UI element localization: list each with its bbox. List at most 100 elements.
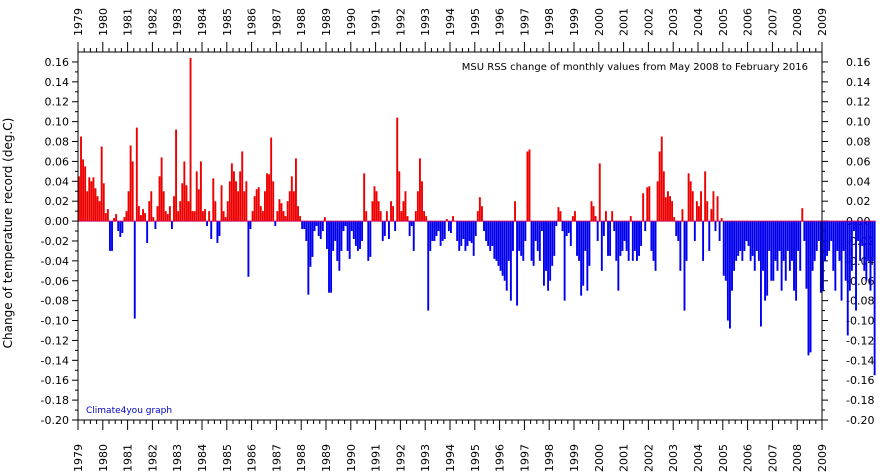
bar xyxy=(315,221,318,227)
bar xyxy=(127,191,130,222)
y-axis-label: Change of temperature record (deg.C) xyxy=(1,118,15,349)
y-tick-label-left: 0.02 xyxy=(45,195,70,208)
bar xyxy=(855,221,857,311)
bar xyxy=(158,176,161,222)
bar xyxy=(764,221,767,301)
y-tick-label-right: -0.04 xyxy=(846,255,874,268)
bar xyxy=(712,191,715,222)
bar xyxy=(689,181,692,222)
bar xyxy=(152,217,155,222)
bar xyxy=(861,221,864,246)
bar xyxy=(716,196,719,222)
x-tick-label-top: 2001 xyxy=(618,8,631,36)
bar xyxy=(514,201,516,222)
bar xyxy=(807,221,810,356)
bar xyxy=(491,221,494,246)
bar xyxy=(144,213,147,222)
bar xyxy=(462,221,465,239)
bar xyxy=(743,221,746,251)
bar xyxy=(706,201,709,222)
chart-title: MSU RSS change of monthly values from Ma… xyxy=(462,62,808,73)
y-tick-label-left: 0.04 xyxy=(45,175,70,188)
x-tick-label-bottom: 1979 xyxy=(72,444,85,472)
bar xyxy=(216,221,219,243)
bar xyxy=(416,191,419,222)
bar xyxy=(189,57,192,222)
plot-frame xyxy=(77,51,823,421)
bar xyxy=(850,221,853,271)
bar xyxy=(623,221,626,241)
y-tick-label-right: 0.04 xyxy=(846,175,871,188)
bar xyxy=(390,201,392,222)
bar xyxy=(836,221,839,251)
bar xyxy=(369,221,372,257)
bar xyxy=(617,221,620,291)
bar xyxy=(605,211,607,222)
x-tick-label-top: 1986 xyxy=(246,8,259,36)
x-tick-label-top: 1981 xyxy=(122,8,135,36)
bar xyxy=(299,216,302,222)
x-tick-label-bottom: 2001 xyxy=(618,444,631,472)
bar xyxy=(650,221,653,251)
bar xyxy=(652,221,655,261)
bar xyxy=(543,221,545,286)
bottom-year-ticks xyxy=(77,420,823,430)
bar xyxy=(117,221,120,232)
bar xyxy=(819,221,822,293)
bar xyxy=(842,221,845,251)
x-tick-label-bottom: 1993 xyxy=(419,444,432,472)
bar xyxy=(859,221,862,261)
bar xyxy=(497,221,500,266)
y-tick-label-left: 0.10 xyxy=(45,116,70,129)
bar xyxy=(421,181,423,222)
bar xyxy=(660,136,663,222)
bar xyxy=(834,221,837,291)
bar xyxy=(443,221,446,239)
bar xyxy=(503,221,506,281)
bar xyxy=(745,221,748,241)
bar xyxy=(795,221,798,301)
bar xyxy=(518,221,521,251)
bar xyxy=(168,206,171,222)
bar xyxy=(280,203,283,222)
bar xyxy=(512,221,514,251)
bar xyxy=(218,221,221,236)
bar xyxy=(468,221,471,241)
bar xyxy=(753,221,756,271)
bar xyxy=(809,221,812,353)
bar xyxy=(381,221,384,241)
bar xyxy=(131,161,134,222)
y-tick-label-right: 0.02 xyxy=(846,195,871,208)
bar xyxy=(487,221,490,246)
bar xyxy=(137,206,140,222)
bar xyxy=(458,221,461,251)
bar xyxy=(307,221,310,295)
y-tick-label-right: 0.10 xyxy=(846,116,871,129)
top-year-labels: 1979 1980 1981 1982 1983 1984 1985 1986 1987 1988… xyxy=(72,8,829,36)
bar xyxy=(129,145,132,222)
bar xyxy=(749,221,752,261)
bar xyxy=(162,191,165,222)
bar xyxy=(321,221,324,232)
bar xyxy=(121,221,124,234)
bar xyxy=(557,207,560,222)
bar xyxy=(156,206,159,222)
bar xyxy=(733,221,736,271)
bar xyxy=(187,201,190,222)
y-tick-label-left: -0.08 xyxy=(41,295,69,308)
bar xyxy=(106,209,109,222)
bar xyxy=(695,201,698,222)
bar xyxy=(869,221,872,291)
y-tick-label-right: -0.08 xyxy=(846,295,874,308)
bar xyxy=(673,217,676,222)
y-tick-label-left: -0.14 xyxy=(41,354,69,367)
y-tick-label-left: -0.16 xyxy=(41,374,69,387)
x-tick-label-top: 1985 xyxy=(221,8,234,36)
bar xyxy=(150,191,153,222)
bar xyxy=(142,209,144,222)
x-tick-label-top: 1999 xyxy=(568,8,581,36)
bar xyxy=(450,221,452,234)
bar xyxy=(751,221,754,256)
bar xyxy=(460,221,463,246)
bottom-year-labels: 1979 1980 1981 1982 1983 1984 1985 1986 1987 1988… xyxy=(72,444,829,472)
